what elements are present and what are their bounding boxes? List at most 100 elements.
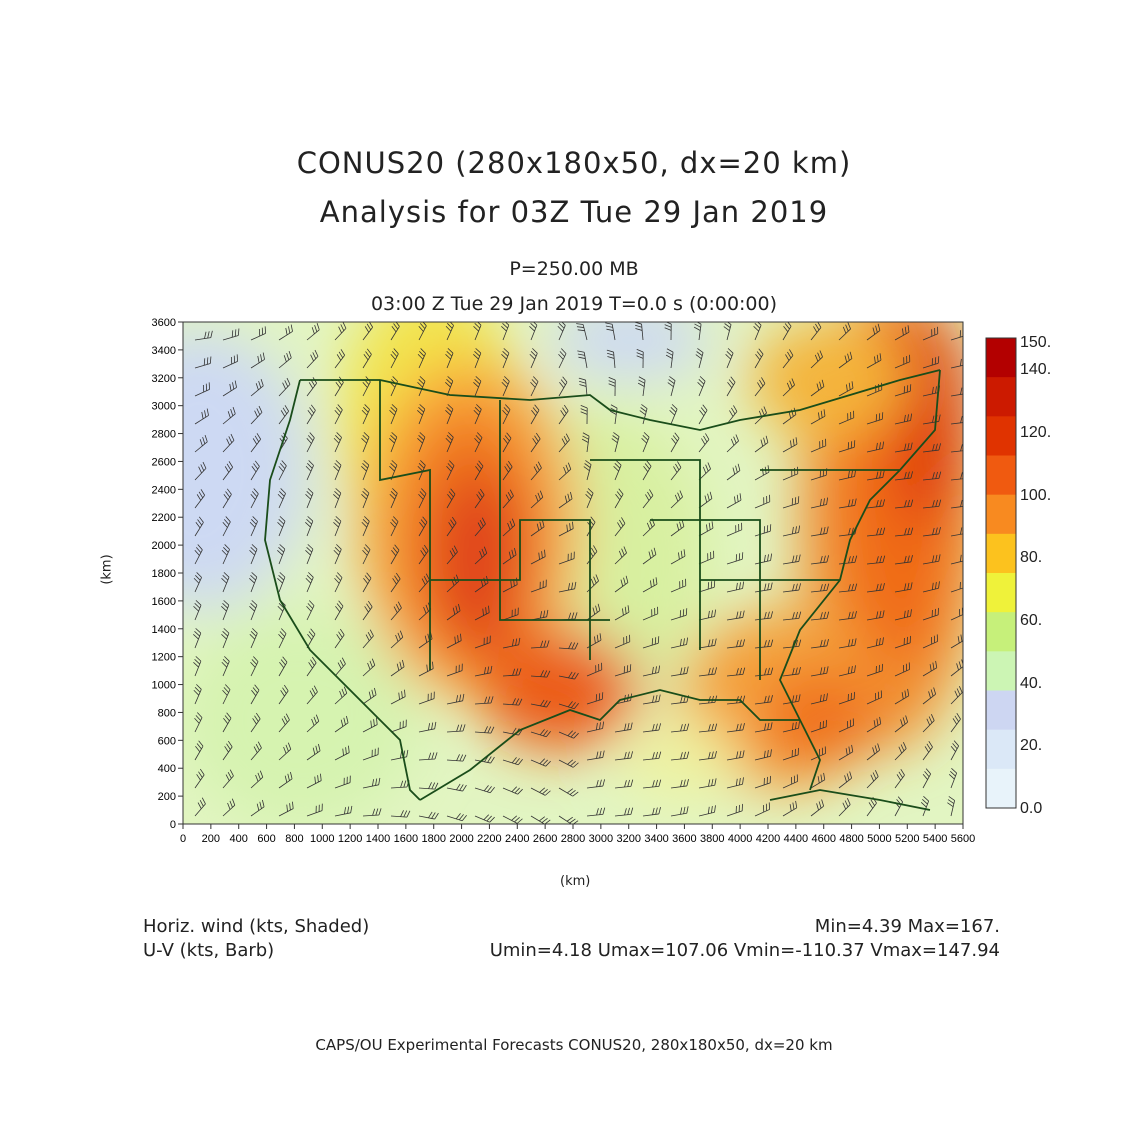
wind-barb <box>249 516 258 537</box>
wind-barb <box>305 460 314 481</box>
wind-barb <box>390 322 400 341</box>
wind-barb <box>670 666 689 677</box>
wind-barb <box>810 526 829 537</box>
wind-barb <box>698 638 717 649</box>
wind-barb <box>417 348 426 369</box>
colorbar-segment <box>986 533 1016 574</box>
y-tick-label: 1600 <box>152 596 176 608</box>
wind-barb <box>866 441 885 453</box>
wind-barb <box>530 549 546 565</box>
wind-barb <box>194 516 204 537</box>
x-tick-label: 2800 <box>561 833 585 845</box>
wind-barb <box>502 698 523 706</box>
wind-barb <box>278 351 292 369</box>
wind-barb <box>866 412 884 425</box>
wind-barb <box>530 787 551 796</box>
colorbar-segment <box>986 651 1016 691</box>
colorbar-label: 150. <box>1020 334 1051 351</box>
wind-barb <box>810 497 829 509</box>
wind-barb <box>670 723 690 733</box>
wind-barb <box>361 488 370 509</box>
y-tick-label: 400 <box>158 763 176 775</box>
wind-barb <box>810 583 830 593</box>
wind-barb <box>950 444 963 453</box>
wind-barb <box>726 777 744 789</box>
wind-barb <box>894 384 912 397</box>
wind-barb <box>642 723 662 733</box>
colorbar-label: 80. <box>1020 549 1042 566</box>
wind-barb <box>529 322 538 341</box>
wind-barb <box>578 377 588 397</box>
wind-barb <box>642 751 662 761</box>
wind-barb <box>698 404 708 425</box>
wind-barb <box>642 547 657 565</box>
wind-barb <box>950 499 963 509</box>
x-tick-label: 600 <box>257 833 275 845</box>
wind-barb <box>726 803 743 817</box>
wind-barb <box>838 498 857 509</box>
wind-barb <box>418 516 428 537</box>
wind-barb <box>866 663 883 677</box>
wind-barb <box>614 807 634 817</box>
wind-barb <box>249 628 258 649</box>
x-tick-label: 3400 <box>644 833 668 845</box>
wind-barb <box>446 516 457 537</box>
wind-barb <box>278 377 291 397</box>
wind-barb <box>278 801 294 817</box>
wind-barb <box>278 628 287 649</box>
wind-barb <box>586 662 603 677</box>
wind-barb <box>222 328 240 341</box>
wind-barb <box>250 770 264 789</box>
x-tick-label: 3200 <box>616 833 640 845</box>
wind-barb <box>361 404 370 425</box>
wind-barb <box>390 572 401 593</box>
wind-barb <box>605 322 616 341</box>
title-line-1: CONUS20 (280x180x50, dx=20 km) <box>296 146 852 180</box>
x-tick-label: 1800 <box>421 833 445 845</box>
wind-barb <box>782 349 794 369</box>
wind-barb <box>418 544 429 565</box>
colorbar-segment <box>986 729 1016 770</box>
wind-barb <box>698 723 718 733</box>
wind-barb <box>502 404 511 425</box>
wind-barb <box>838 440 856 453</box>
wind-barb <box>838 381 854 397</box>
wind-barb <box>754 524 772 537</box>
wind-barb <box>697 376 706 397</box>
wind-barb <box>221 572 230 593</box>
wind-barb <box>418 691 435 705</box>
wind-barb <box>530 490 544 509</box>
wind-barb <box>866 743 881 761</box>
wind-barb <box>922 634 938 649</box>
wind-barb <box>558 701 579 710</box>
wind-barb <box>558 348 567 369</box>
wind-barb <box>922 714 935 733</box>
wind-barb <box>362 376 371 397</box>
wind-barb <box>306 685 318 705</box>
wind-barb <box>698 609 717 621</box>
wind-barb <box>501 322 510 341</box>
wind-barb <box>334 775 351 789</box>
wind-barb <box>581 432 590 453</box>
wind-barb <box>278 460 287 481</box>
wind-barb <box>530 404 540 425</box>
wind-barb <box>445 348 454 369</box>
wind-barb <box>249 544 258 565</box>
wind-barb <box>446 783 467 792</box>
wind-barb <box>614 664 632 677</box>
wind-barb <box>950 415 963 425</box>
wind-barb <box>530 670 551 678</box>
wind-barb <box>726 667 746 677</box>
wind-barb <box>390 719 407 733</box>
wind-barb <box>390 689 406 705</box>
wind-barb <box>193 572 202 593</box>
wind-barb <box>250 326 266 341</box>
wind-barb <box>782 496 800 509</box>
wind-barb <box>838 611 857 621</box>
x-tick-label: 5600 <box>951 833 975 845</box>
wind-barb <box>754 553 773 565</box>
y-tick-label: 3000 <box>152 401 176 413</box>
wind-barb <box>614 634 631 649</box>
wind-barb <box>390 810 411 818</box>
